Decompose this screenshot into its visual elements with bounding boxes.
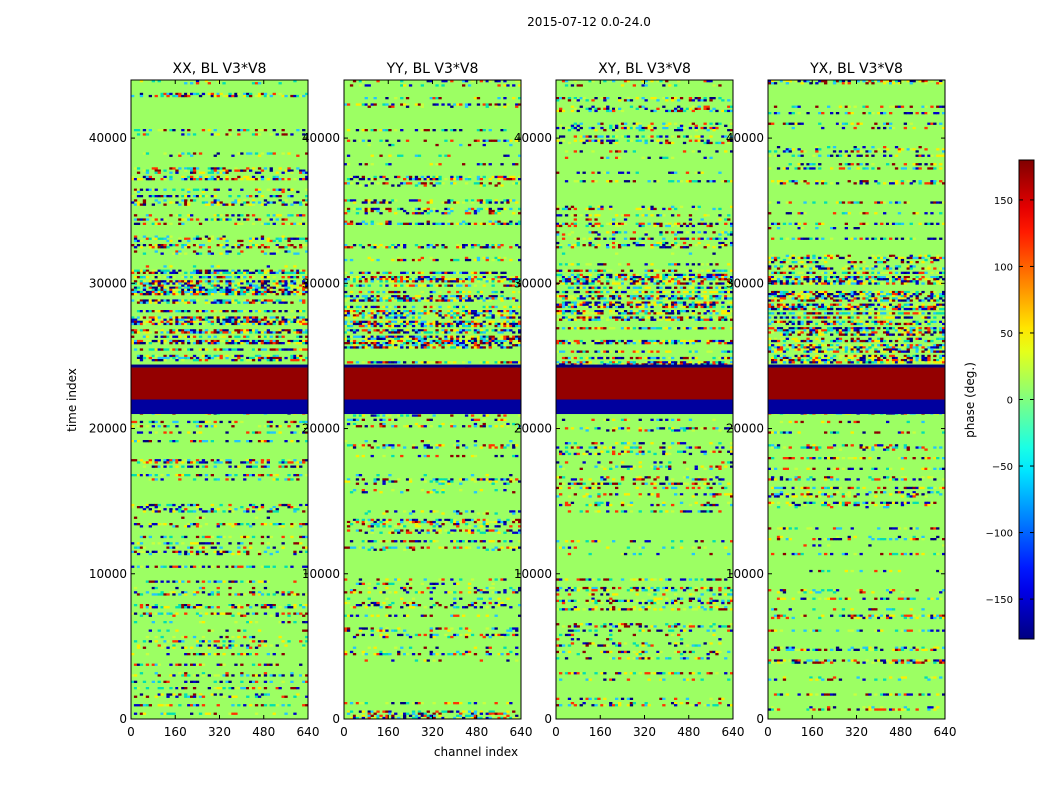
band-edge [556, 364, 733, 368]
y-tick-label: 30000 [514, 276, 552, 290]
x-tick-label: 640 [297, 725, 320, 739]
panel-title: YY, BL V3*V8 [386, 61, 479, 77]
x-tick-label: 480 [252, 725, 275, 739]
panel-xy: XY, BL V3*V8 0 160 320 480 640 0 10000 20000 3000… [514, 61, 745, 739]
y-tick-label: 10000 [89, 567, 127, 581]
low-phase-band [344, 399, 521, 415]
phase-image [344, 80, 521, 719]
x-tick-label: 320 [845, 725, 868, 739]
y-tick-label: 40000 [89, 131, 127, 145]
y-tick-label: 0 [544, 712, 552, 726]
x-tick-label: 0 [552, 725, 560, 739]
y-tick-label: 10000 [514, 567, 552, 581]
x-tick-label: 160 [377, 725, 400, 739]
heatmap-panels: XX, BL V3*V8 0 160 320 480 640 0 10000 20000 3000… [89, 61, 957, 739]
band-edge [344, 364, 521, 368]
high-phase-band [768, 367, 945, 400]
x-tick-label: 480 [889, 725, 912, 739]
x-tick-label: 320 [208, 725, 231, 739]
panel-yx: YX, BL V3*V8 0 160 320 480 640 0 10000 20000 3000… [726, 61, 957, 739]
x-tick-label: 640 [722, 725, 745, 739]
colorbar-tick-label: −100 [986, 529, 1013, 540]
panel-title: XX, BL V3*V8 [173, 61, 267, 77]
panel-title: YX, BL V3*V8 [809, 61, 903, 77]
colorbar-tick-label: 150 [994, 196, 1013, 207]
panel-yy: YY, BL V3*V8 0 160 320 480 640 0 10000 20000 3000… [302, 61, 533, 739]
band-edge [768, 364, 945, 368]
figure-title: 2015-07-12 0.0-24.0 [527, 15, 651, 29]
x-tick-label: 160 [801, 725, 824, 739]
y-tick-label: 10000 [302, 567, 340, 581]
y-tick-label: 0 [332, 712, 340, 726]
phase-image [556, 80, 733, 719]
low-phase-band [556, 399, 733, 415]
high-phase-band [556, 367, 733, 400]
y-tick-label: 40000 [302, 131, 340, 145]
y-tick-label: 30000 [302, 276, 340, 290]
x-tick-label: 640 [510, 725, 533, 739]
phase-image [131, 80, 308, 719]
x-tick-label: 480 [465, 725, 488, 739]
y-axis-label: time index [65, 368, 79, 432]
x-tick-label: 160 [164, 725, 187, 739]
band-edge [131, 364, 308, 368]
high-phase-band [344, 367, 521, 400]
y-tick-label: 20000 [302, 422, 340, 436]
y-tick-label: 30000 [726, 276, 764, 290]
y-tick-label: 0 [756, 712, 764, 726]
colorbar-tick-label: 100 [994, 262, 1013, 273]
y-tick-label: 40000 [514, 131, 552, 145]
phase-image [768, 80, 945, 719]
colorbar-tick-label: −150 [986, 595, 1013, 606]
colorbar: 150 100 50 0 −50 −100 −150 phase (deg.) [963, 159, 1035, 640]
x-tick-label: 0 [764, 725, 772, 739]
colorbar-tick-label: 0 [1007, 396, 1013, 407]
x-tick-label: 320 [633, 725, 656, 739]
low-phase-band [131, 399, 308, 415]
x-tick-label: 320 [421, 725, 444, 739]
y-tick-label: 0 [119, 712, 127, 726]
x-tick-label: 0 [127, 725, 135, 739]
x-axis-label: channel index [434, 745, 518, 759]
colorbar-tick-label: 50 [1000, 329, 1013, 340]
x-tick-label: 160 [589, 725, 612, 739]
y-tick-label: 30000 [89, 276, 127, 290]
y-tick-label: 20000 [514, 422, 552, 436]
colorbar-tick-label: −50 [992, 462, 1013, 473]
y-tick-label: 10000 [726, 567, 764, 581]
x-tick-label: 480 [677, 725, 700, 739]
y-tick-label: 20000 [89, 422, 127, 436]
colorbar-label: phase (deg.) [963, 362, 977, 438]
panel-title: XY, BL V3*V8 [598, 61, 691, 77]
high-phase-band [131, 367, 308, 400]
x-tick-label: 640 [934, 725, 957, 739]
x-tick-label: 0 [340, 725, 348, 739]
y-tick-label: 40000 [726, 131, 764, 145]
low-phase-band [768, 399, 945, 415]
panel-xx: XX, BL V3*V8 0 160 320 480 640 0 10000 20000 3000… [89, 61, 320, 739]
y-tick-label: 20000 [726, 422, 764, 436]
